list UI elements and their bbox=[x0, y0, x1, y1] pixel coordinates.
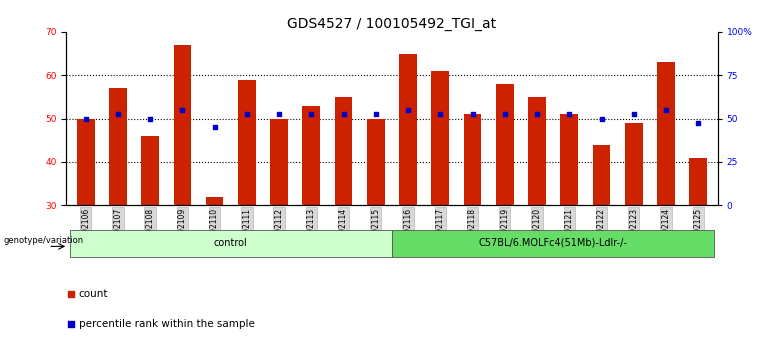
Point bbox=[563, 112, 576, 117]
Point bbox=[208, 124, 221, 130]
Point bbox=[337, 112, 349, 117]
Bar bbox=[109, 88, 127, 205]
Bar bbox=[625, 123, 643, 205]
Point bbox=[65, 321, 77, 327]
Bar bbox=[141, 136, 159, 205]
Point bbox=[498, 112, 511, 117]
Bar bbox=[496, 84, 514, 205]
Text: count: count bbox=[79, 289, 108, 299]
Point bbox=[144, 116, 156, 121]
Point bbox=[80, 116, 92, 121]
Point bbox=[370, 112, 382, 117]
Bar bbox=[593, 144, 611, 205]
Point bbox=[660, 107, 672, 113]
Bar bbox=[690, 158, 707, 205]
Point bbox=[176, 107, 189, 113]
Bar bbox=[303, 105, 321, 205]
Point bbox=[628, 112, 640, 117]
Point bbox=[692, 120, 704, 126]
Bar bbox=[238, 80, 256, 205]
Bar bbox=[173, 45, 191, 205]
Point bbox=[402, 107, 414, 113]
Title: GDS4527 / 100105492_TGI_at: GDS4527 / 100105492_TGI_at bbox=[287, 17, 497, 31]
Bar bbox=[657, 62, 675, 205]
Bar bbox=[528, 97, 546, 205]
Bar bbox=[335, 97, 353, 205]
Bar bbox=[76, 119, 94, 205]
Bar bbox=[270, 119, 288, 205]
Point bbox=[65, 291, 77, 297]
Point bbox=[112, 112, 124, 117]
Bar bbox=[431, 71, 449, 205]
Text: C57BL/6.MOLFc4(51Mb)-Ldlr-/-: C57BL/6.MOLFc4(51Mb)-Ldlr-/- bbox=[479, 238, 628, 248]
Bar bbox=[69, 230, 392, 257]
Point bbox=[305, 112, 317, 117]
Bar bbox=[463, 114, 481, 205]
Point bbox=[273, 112, 285, 117]
Point bbox=[434, 112, 447, 117]
Text: genotype/variation: genotype/variation bbox=[4, 236, 83, 245]
Point bbox=[531, 112, 544, 117]
Bar bbox=[399, 53, 417, 205]
Bar bbox=[392, 230, 714, 257]
Bar bbox=[206, 196, 224, 205]
Point bbox=[466, 112, 479, 117]
Bar bbox=[367, 119, 385, 205]
Bar bbox=[560, 114, 578, 205]
Point bbox=[240, 112, 253, 117]
Point bbox=[595, 116, 608, 121]
Text: percentile rank within the sample: percentile rank within the sample bbox=[79, 319, 254, 329]
Text: control: control bbox=[214, 238, 247, 248]
